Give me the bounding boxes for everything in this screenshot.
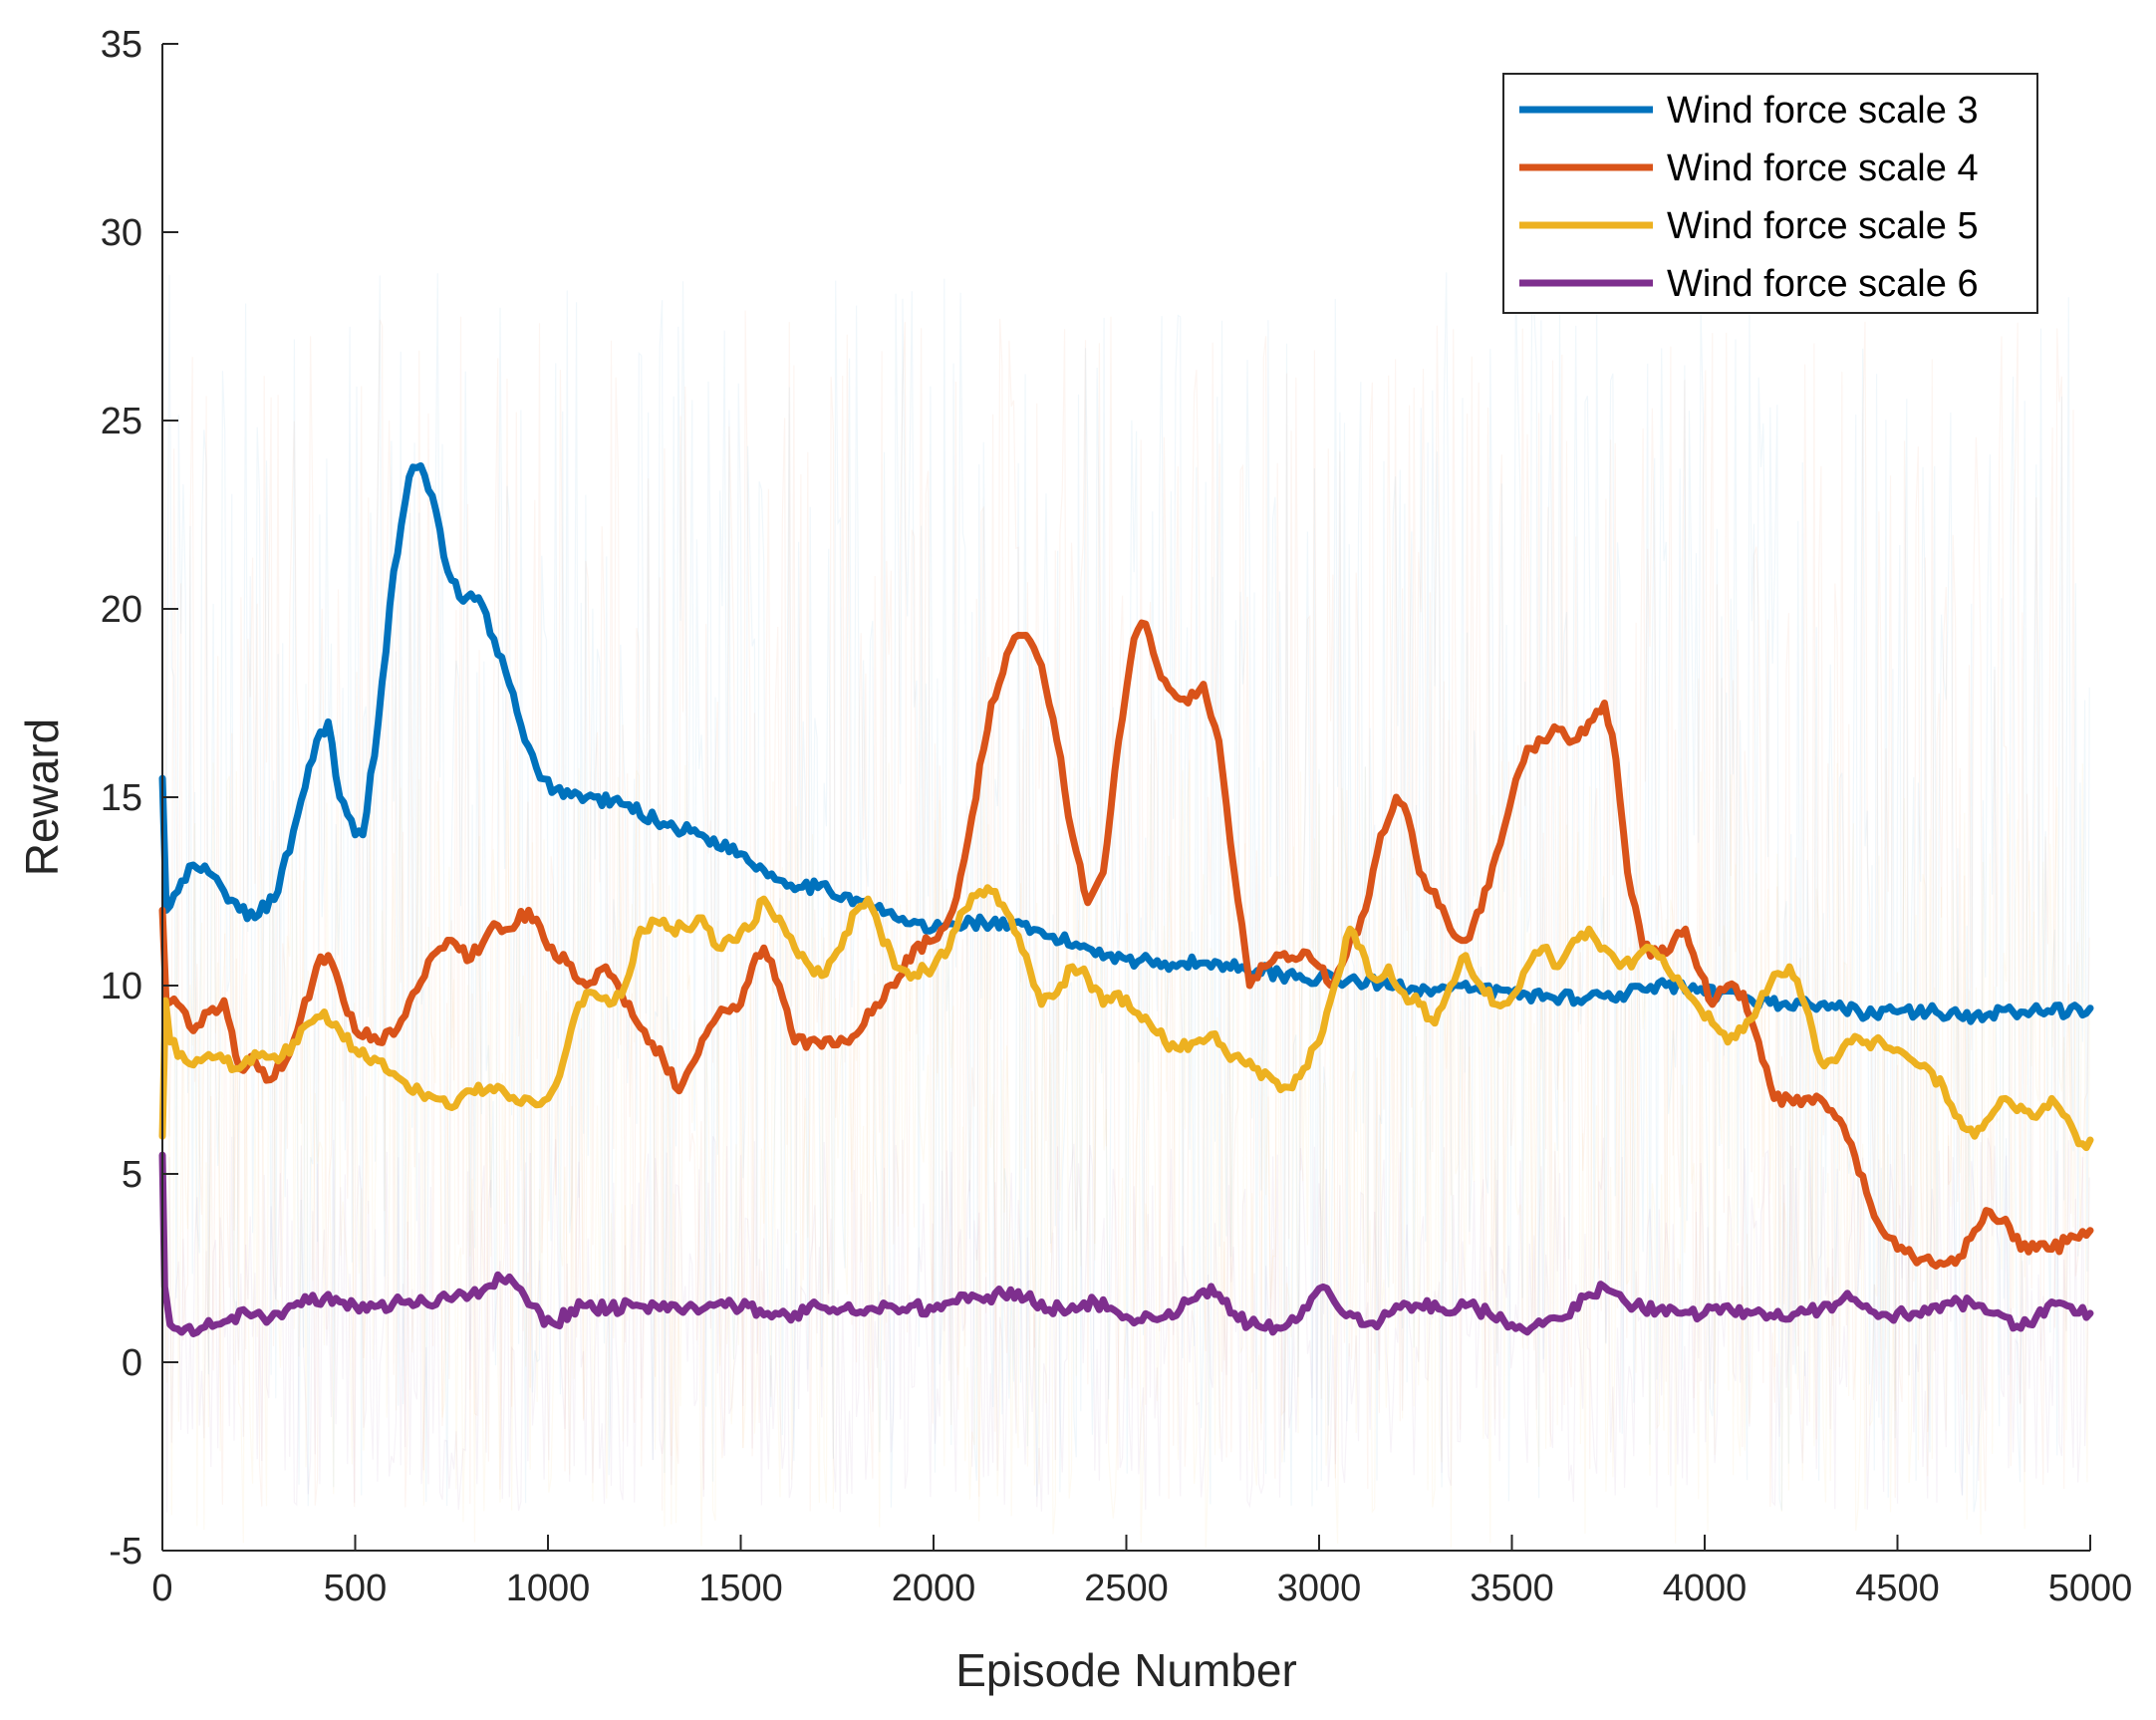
x-tick-label: 5000 — [2048, 1568, 2133, 1609]
raw-trace-6 — [161, 1135, 2090, 1513]
x-tick-label: 3500 — [1470, 1568, 1554, 1609]
y-tick-label: 20 — [101, 589, 142, 631]
legend-label: Wind force scale 5 — [1667, 205, 1979, 247]
raw-trace-5 — [161, 759, 2090, 1548]
x-tick-label: 500 — [324, 1568, 387, 1609]
y-tick-label: -5 — [109, 1531, 142, 1573]
legend-box — [1502, 73, 2038, 314]
series-line-wind-force-3 — [158, 461, 2094, 1025]
x-tick-label: 0 — [151, 1568, 172, 1609]
series-line-wind-force-6 — [158, 1151, 2094, 1337]
y-tick-label: 0 — [122, 1342, 142, 1384]
series-line-wind-force-4 — [158, 619, 2094, 1270]
y-axis-title: Reward — [16, 718, 68, 877]
x-tick-label: 4500 — [1855, 1568, 1940, 1609]
x-ticks: 0 500 1000 1500 2000 2500 3000 3500 4000 4500 5000 — [151, 1535, 2132, 1609]
x-axis-title: Episode Number — [955, 1644, 1297, 1696]
x-tick-label: 3000 — [1277, 1568, 1362, 1609]
raw-reward-traces — [161, 272, 2090, 1548]
x-tick-label: 1500 — [698, 1568, 783, 1609]
legend: Wind force scale 3 Wind force scale 4 Wind… — [1502, 73, 2038, 314]
y-tick-label: 30 — [101, 212, 142, 254]
raw-trace-4 — [161, 310, 2090, 1512]
legend-label: Wind force scale 4 — [1667, 147, 1979, 189]
legend-label: Wind force scale 6 — [1667, 263, 1979, 305]
x-tick-label: 2500 — [1084, 1568, 1169, 1609]
x-tick-label: 4000 — [1663, 1568, 1748, 1609]
y-tick-label: 25 — [101, 401, 142, 442]
raw-trace-3 — [161, 272, 2090, 1513]
y-tick-label: 35 — [101, 24, 142, 66]
x-tick-label: 1000 — [506, 1568, 591, 1609]
y-ticks: -5 0 5 10 15 20 25 30 35 — [101, 24, 178, 1573]
y-tick-label: 15 — [101, 777, 142, 819]
y-tick-label: 10 — [101, 966, 142, 1007]
smoothed-reward-series — [158, 461, 2094, 1337]
y-tick-label: 5 — [122, 1154, 142, 1196]
legend-label: Wind force scale 3 — [1667, 90, 1979, 132]
x-tick-label: 2000 — [892, 1568, 976, 1609]
series-line-wind-force-5 — [158, 884, 2094, 1152]
